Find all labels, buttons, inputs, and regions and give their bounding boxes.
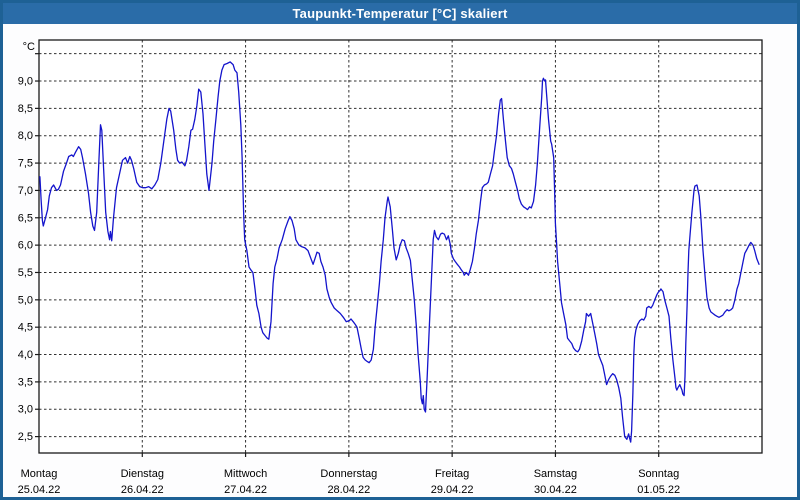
y-tick-label: 4,5	[18, 322, 33, 334]
day-date-label: 29.04.22	[431, 484, 474, 496]
chart-area: 9,0 8,5 8,0 7,5 7,0 6,5 6,0 5,5 5,0 4,5 4,0 3,5 3,0 2…	[3, 24, 797, 497]
y-tick-label: 9,0	[18, 76, 33, 88]
day-date-label: 28.04.22	[327, 484, 370, 496]
y-tick-label: 2,5	[18, 431, 33, 443]
day-date-label: 01.05.22	[637, 484, 680, 496]
y-tick-label: 8,5	[18, 103, 33, 115]
day-date-label: 25.04.22	[18, 484, 61, 496]
window-title: Taupunkt-Temperatur [°C] skaliert	[292, 6, 508, 21]
day-name-label: Montag	[21, 468, 58, 480]
y-tick-label: 3,0	[18, 404, 33, 416]
day-date-label: 26.04.22	[121, 484, 164, 496]
y-tick-label: 8,0	[18, 130, 33, 142]
plot-border	[38, 39, 763, 454]
y-tick-label: 4,0	[18, 349, 33, 361]
y-axis-unit-label: °C	[23, 41, 35, 53]
day-name-label: Donnerstag	[320, 468, 377, 480]
window-titlebar: Taupunkt-Temperatur [°C] skaliert	[3, 3, 797, 24]
y-tick-label: 6,5	[18, 212, 33, 224]
day-name-label: Samstag	[534, 468, 577, 480]
y-tick-label: 7,5	[18, 158, 33, 170]
y-tick-label: 5,5	[18, 267, 33, 279]
day-date-label: 27.04.22	[224, 484, 267, 496]
day-name-label: Sonntag	[638, 468, 679, 480]
day-name-label: Dienstag	[121, 468, 164, 480]
day-name-label: Mittwoch	[224, 468, 267, 480]
day-name-label: Freitag	[435, 468, 469, 480]
day-date-label: 30.04.22	[534, 484, 577, 496]
y-tick-label: 6,0	[18, 240, 33, 252]
y-tick-label: 5,0	[18, 294, 33, 306]
y-tick-label: 3,5	[18, 376, 33, 388]
plot-area	[39, 40, 762, 453]
series-polyline	[39, 61, 760, 443]
dewpoint-line-chart: 9,0 8,5 8,0 7,5 7,0 6,5 6,0 5,5 5,0 4,5 4,0 3,5 3,0 2…	[18, 39, 763, 496]
y-tick-label: 7,0	[18, 185, 33, 197]
